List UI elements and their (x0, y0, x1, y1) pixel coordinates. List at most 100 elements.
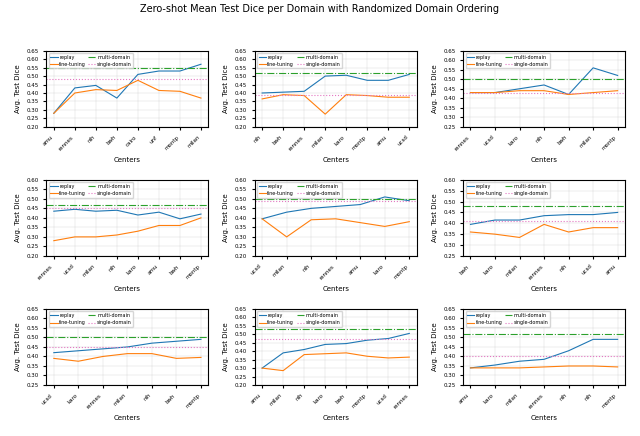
Legend: replay, fine-tuning, multi-domain, single-domain: replay, fine-tuning, multi-domain, singl… (257, 311, 342, 327)
replay (406, 331, 413, 336)
fine-tuning (589, 225, 597, 230)
fine-tuning (491, 365, 499, 371)
X-axis label: Centers: Centers (114, 286, 141, 292)
X-axis label: Centers: Centers (322, 415, 349, 421)
fine-tuning (259, 96, 266, 102)
multi-domain (491, 203, 499, 208)
fine-tuning (92, 87, 100, 92)
replay (176, 216, 184, 221)
Line: fine-tuning: fine-tuning (262, 95, 410, 114)
single-domain (467, 354, 474, 359)
replay (467, 90, 474, 95)
fine-tuning (364, 354, 371, 359)
replay (99, 346, 107, 351)
multi-domain (491, 331, 499, 336)
replay (283, 210, 291, 215)
replay (259, 216, 266, 221)
Legend: replay, fine-tuning, multi-domain, single-domain: replay, fine-tuning, multi-domain, singl… (465, 182, 550, 198)
fine-tuning (197, 95, 205, 101)
multi-domain (50, 65, 58, 70)
fine-tuning (540, 364, 548, 370)
fine-tuning (406, 219, 413, 224)
Legend: replay, fine-tuning, multi-domain, single-domain: replay, fine-tuning, multi-domain, singl… (49, 53, 133, 68)
fine-tuning (300, 352, 308, 357)
fine-tuning (614, 88, 621, 93)
replay (467, 365, 474, 371)
single-domain (283, 198, 291, 203)
Line: fine-tuning: fine-tuning (54, 354, 201, 361)
replay (385, 78, 392, 83)
fine-tuning (279, 92, 287, 97)
multi-domain (283, 196, 291, 201)
fine-tuning (364, 93, 371, 98)
single-domain (491, 90, 499, 95)
replay (321, 74, 329, 79)
fine-tuning (321, 112, 329, 117)
fine-tuning (113, 88, 121, 93)
replay (113, 208, 121, 213)
single-domain (50, 77, 58, 82)
Y-axis label: Avg. Test Dice: Avg. Test Dice (431, 65, 438, 113)
fine-tuning (406, 354, 413, 360)
multi-domain (467, 77, 474, 82)
Legend: replay, fine-tuning, multi-domain, single-domain: replay, fine-tuning, multi-domain, singl… (465, 311, 550, 327)
fine-tuning (155, 88, 163, 93)
fine-tuning (385, 95, 392, 100)
replay (342, 341, 350, 346)
fine-tuning (134, 228, 141, 234)
Line: replay: replay (470, 212, 618, 225)
fine-tuning (50, 111, 58, 116)
replay (50, 111, 58, 116)
fine-tuning (467, 90, 474, 95)
single-domain (467, 90, 474, 95)
Legend: replay, fine-tuning, multi-domain, single-domain: replay, fine-tuning, multi-domain, singl… (257, 182, 342, 198)
fine-tuning (467, 229, 474, 235)
fine-tuning (259, 216, 266, 221)
multi-domain (279, 327, 287, 332)
fine-tuning (307, 217, 315, 222)
replay (467, 222, 474, 227)
X-axis label: Centers: Centers (322, 286, 349, 292)
Line: fine-tuning: fine-tuning (54, 218, 201, 241)
replay (589, 337, 597, 342)
replay (71, 85, 79, 91)
multi-domain (259, 70, 266, 75)
single-domain (259, 198, 266, 203)
fine-tuning (283, 234, 291, 239)
fine-tuning (385, 355, 392, 361)
fine-tuning (342, 350, 350, 355)
X-axis label: Centers: Centers (322, 157, 349, 163)
fine-tuning (71, 90, 79, 95)
replay (279, 350, 287, 355)
replay (589, 65, 597, 71)
Y-axis label: Avg. Test Dice: Avg. Test Dice (223, 194, 229, 242)
replay (176, 68, 184, 74)
replay (540, 357, 548, 362)
fine-tuning (589, 363, 597, 368)
fine-tuning (516, 88, 524, 93)
replay (356, 202, 364, 207)
fine-tuning (356, 220, 364, 225)
replay (564, 92, 572, 97)
multi-domain (259, 327, 266, 332)
Line: replay: replay (54, 209, 201, 219)
X-axis label: Centers: Centers (114, 157, 141, 163)
replay (197, 337, 205, 342)
replay (342, 73, 350, 78)
replay (406, 72, 413, 77)
replay (321, 342, 329, 347)
replay (50, 208, 58, 214)
fine-tuning (406, 95, 413, 100)
Text: Zero-shot Mean Test Dice per Domain with Randomized Domain Ordering: Zero-shot Mean Test Dice per Domain with… (141, 4, 499, 14)
fine-tuning (197, 215, 205, 221)
replay (197, 211, 205, 217)
single-domain (50, 344, 58, 350)
Y-axis label: Avg. Test Dice: Avg. Test Dice (431, 323, 438, 371)
replay (540, 82, 548, 88)
multi-domain (259, 196, 266, 201)
replay (50, 350, 58, 355)
single-domain (259, 337, 266, 342)
fine-tuning (516, 235, 524, 240)
single-domain (279, 92, 287, 97)
Line: fine-tuning: fine-tuning (470, 366, 618, 368)
